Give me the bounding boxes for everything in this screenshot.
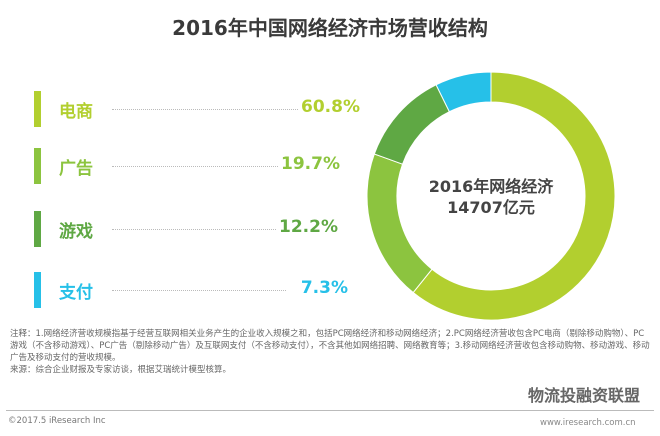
legend-label: 广告 xyxy=(59,159,93,179)
legend-swatch xyxy=(34,272,41,308)
value-label: 12.2% xyxy=(279,217,338,237)
legend-label: 游戏 xyxy=(59,222,93,242)
center-label-line2: 14707亿元 xyxy=(447,198,535,217)
source-text: 来源：综合企业财报及专家访谈，根据艾瑞统计模型核算。 xyxy=(10,365,232,375)
legend-item: 广告 19.7% xyxy=(34,148,364,184)
value-label: 60.8% xyxy=(301,97,360,117)
chart-title: 2016年中国网络经济市场营收结构 xyxy=(172,16,488,40)
leader-dots xyxy=(112,109,298,110)
legend-label: 支付 xyxy=(59,283,93,303)
footer-divider xyxy=(6,410,654,411)
legend-item: 支付 7.3% xyxy=(34,272,364,308)
watermark: 物流投融资联盟 xyxy=(528,386,641,405)
legend-swatch xyxy=(34,91,41,127)
leader-dots xyxy=(112,290,286,291)
leader-dots xyxy=(112,229,276,230)
legend-swatch xyxy=(34,211,41,247)
legend-item: 游戏 12.2% xyxy=(34,211,364,247)
footnote: 注释：1.网络经济营收规模指基于经营互联网相关业务产生的企业收入规模之和，包括P… xyxy=(10,328,650,376)
value-label: 19.7% xyxy=(281,154,340,174)
legend-swatch xyxy=(34,148,41,184)
leader-dots xyxy=(112,166,278,167)
copyright: ©2017.5 iResearch Inc xyxy=(8,416,106,426)
value-label: 7.3% xyxy=(300,278,348,298)
donut-slice-3 xyxy=(373,84,451,165)
center-label-line1: 2016年网络经济 xyxy=(428,177,554,196)
site-url: www.iresearch.com.cn xyxy=(540,418,636,428)
note-text: 注释：1.网络经济营收规模指基于经营互联网相关业务产生的企业收入规模之和，包括P… xyxy=(10,329,650,363)
donut-slice-1 xyxy=(412,71,616,321)
legend-item: 电商 60.8% xyxy=(34,91,364,127)
donut-slice-4 xyxy=(435,71,492,113)
donut-slice-2 xyxy=(366,153,433,294)
legend-label: 电商 xyxy=(59,102,93,122)
